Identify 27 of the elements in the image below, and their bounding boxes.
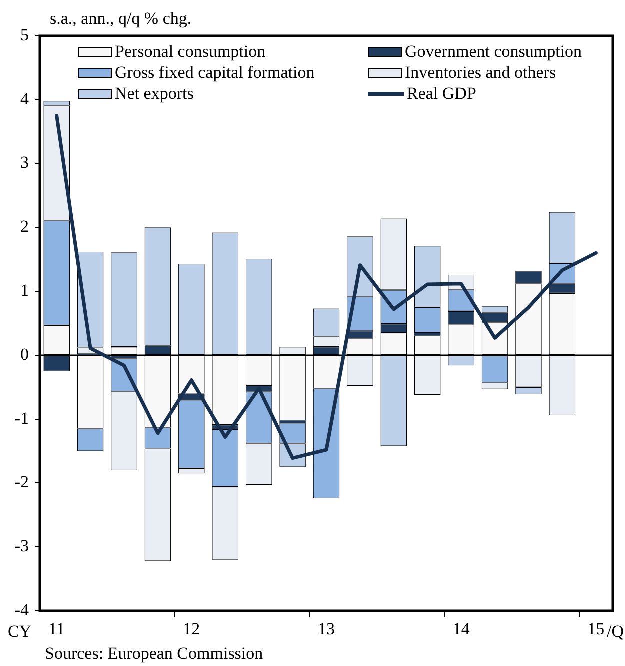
y-tick-label: -4 (14, 600, 30, 620)
x-tick-label: 11 (48, 620, 66, 639)
legend-label: Real GDP (407, 84, 476, 104)
y-tick-label: 5 (20, 25, 29, 44)
y-tick-label: 2 (20, 217, 29, 236)
y-tick-label: -2 (14, 472, 29, 492)
legend-label: Gross fixed capital formation (115, 63, 315, 83)
y-tick-label: 3 (20, 153, 29, 172)
text: CY (8, 622, 32, 642)
y-tick-label: 4 (20, 89, 30, 108)
legend-label: Government consumption (405, 42, 582, 62)
y-tick-label: -1 (14, 408, 29, 428)
y-tick-label: 1 (20, 281, 29, 300)
x-tick-label: 13 (318, 620, 335, 639)
bar (280, 420, 306, 424)
legend-label: Inventories and others (405, 63, 556, 83)
x-tick-label: 15 (588, 620, 605, 639)
source-note: Sources: European Commission (45, 644, 264, 664)
y-tick-label: 0 (20, 344, 29, 364)
text: /Q (607, 622, 624, 642)
bar (414, 333, 441, 336)
legend-label: Net exports (115, 84, 194, 104)
y-axis-title: s.a., ann., q/q % chg. (50, 9, 192, 29)
x-tick-label: 14 (452, 620, 470, 639)
y-tick-label: -3 (14, 536, 29, 556)
legend-label: Personal consumption (115, 42, 266, 62)
x-tick-label: 12 (183, 620, 200, 639)
